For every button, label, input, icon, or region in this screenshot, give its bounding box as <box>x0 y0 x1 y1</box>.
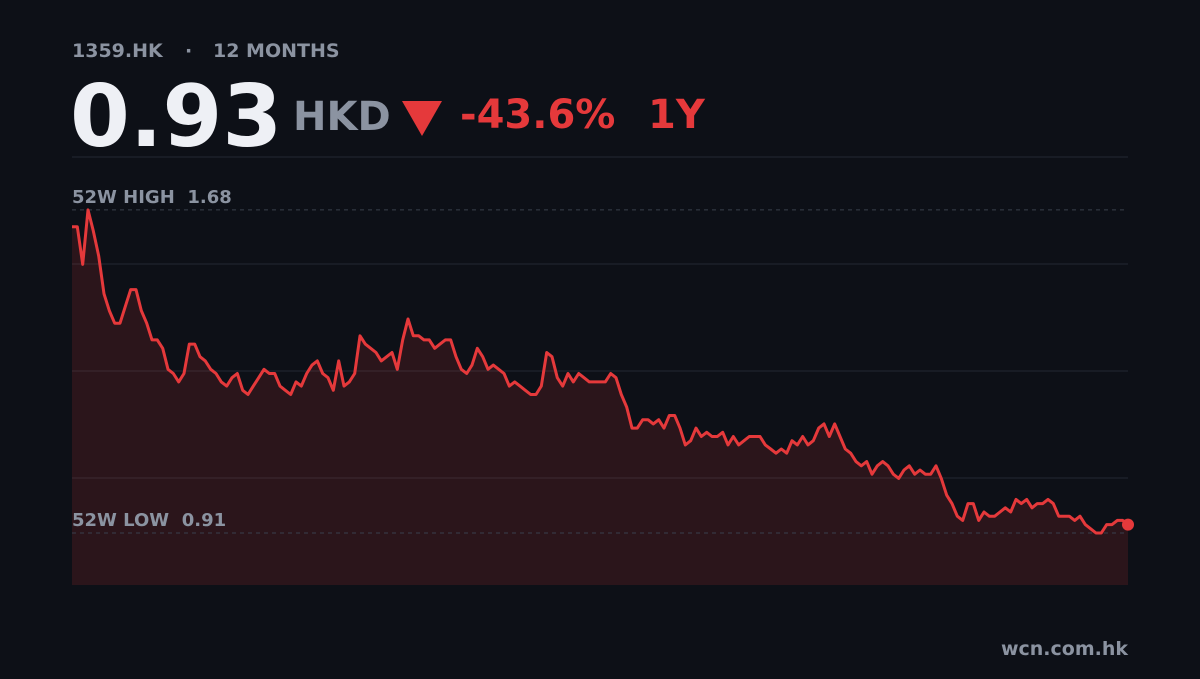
area <box>72 209 1128 585</box>
high-label-text: 52W HIGH <box>72 187 175 208</box>
low-label-text: 52W LOW <box>72 510 169 531</box>
high-label: 52W HIGH 1.68 <box>72 187 232 208</box>
range: 1Y <box>648 92 706 138</box>
source: wcn.com.hk <box>1001 638 1128 660</box>
down-arrow <box>402 101 442 136</box>
plot: 52W HIGH 1.68 52W LOW 0.91 <box>72 187 1134 585</box>
currency: HKD <box>293 94 391 140</box>
separator: · <box>185 40 192 62</box>
price-line <box>72 208 1129 535</box>
last-point <box>1122 518 1134 531</box>
high-value: 1.68 <box>187 187 231 208</box>
low-value: 0.91 <box>182 510 226 531</box>
low-label: 52W LOW 0.91 <box>72 510 226 531</box>
price: 0.93 <box>70 67 282 167</box>
ticker: 1359.HK <box>72 40 164 62</box>
change: -43.6% <box>460 92 615 138</box>
period: 12 MONTHS <box>213 40 340 62</box>
